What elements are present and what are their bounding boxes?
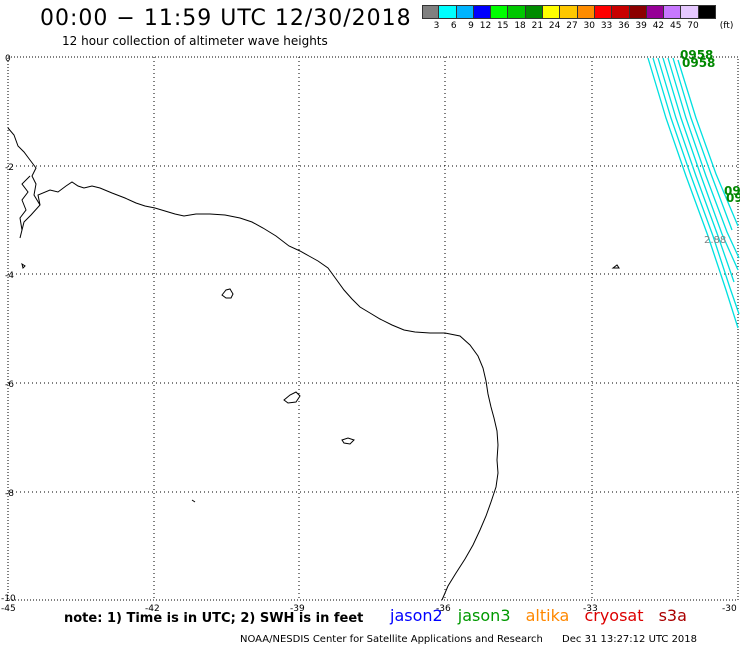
track-line	[662, 57, 739, 271]
colorbar-label: 39	[635, 21, 647, 31]
satellite-legend: jason2 jason3 altika cryosat s3a	[390, 606, 697, 625]
colorbar-swatch	[439, 5, 457, 19]
track-time-label: 0958	[682, 56, 715, 70]
track-line	[667, 57, 740, 259]
colorbar-swatch	[560, 5, 578, 19]
swh-value-label: 2.88	[704, 235, 726, 246]
lon-tick-label: -45	[1, 604, 16, 614]
lon-tick-label: -36	[436, 604, 451, 614]
colorbar-label: 15	[497, 21, 509, 31]
map-title: 00:00 − 11:59 UTC 12/30/2018	[40, 6, 412, 31]
colorbar-label: 21	[531, 21, 544, 31]
track-time-label: 09	[726, 191, 740, 205]
colorbar-label: 12	[479, 21, 492, 31]
colorbar-swatch	[681, 5, 699, 19]
colorbar-swatch	[543, 5, 561, 19]
map-frame	[7, 56, 739, 601]
colorbar-label: 33	[600, 21, 613, 31]
colorbar-swatch	[646, 5, 665, 19]
colorbar-swatches	[422, 5, 733, 19]
footer-credit: NOAA/NESDIS Center for Satellite Applica…	[240, 634, 543, 645]
lat-tick-label: -6	[5, 380, 14, 390]
wave-height-colorbar: 3 6 9 12 15 18 21 24 27 30 33 36 39 42 45 70 (ft)	[422, 5, 733, 31]
colorbar-swatch	[508, 5, 526, 19]
island	[283, 391, 301, 404]
colorbar-label: 18	[514, 21, 526, 31]
lon-tick-label: -33	[583, 604, 598, 614]
colorbar-swatch	[698, 5, 717, 19]
track-line	[672, 57, 733, 231]
footer: NOAA/NESDIS Center for Satellite Applica…	[240, 634, 697, 645]
satellite-altika: altika	[525, 606, 570, 625]
track-time-label: 0958	[680, 48, 713, 62]
colorbar-label: 24	[548, 21, 561, 31]
coastline-bay	[7, 127, 41, 231]
colorbar-swatch	[594, 5, 613, 19]
island	[221, 288, 234, 299]
lon-tick-label: -39	[290, 604, 305, 614]
colorbar-label: 27	[566, 21, 578, 31]
colorbar-swatch	[473, 5, 492, 19]
lat-tick-label: -4	[5, 271, 14, 281]
colorbar-label: 6	[450, 21, 457, 31]
lon-tick-label: -30	[722, 604, 737, 614]
lat-tick-label: -10	[1, 594, 16, 604]
track-line	[647, 57, 739, 329]
lat-tick-label: -2	[5, 163, 14, 173]
island	[191, 499, 196, 503]
track-time-label: 09	[724, 184, 740, 198]
lat-tick-label: 0	[5, 54, 11, 64]
colorbar-labels: 3 6 9 12 15 18 21 24 27 30 33 36 39 42 45 70 (ft)	[422, 21, 734, 31]
colorbar-swatch	[577, 5, 595, 19]
island	[341, 437, 355, 445]
colorbar-swatch	[491, 5, 509, 19]
island	[21, 262, 26, 269]
map-gridlines	[8, 57, 738, 600]
colorbar-label: 9	[468, 21, 474, 31]
colorbar-swatch	[629, 5, 647, 19]
island	[611, 264, 620, 269]
colorbar-swatch	[525, 5, 544, 19]
lon-tick-label: -42	[145, 604, 160, 614]
satellite-jason2: jason2	[390, 606, 443, 625]
satellite-cryosat: cryosat	[584, 606, 644, 625]
colorbar-swatch	[612, 5, 630, 19]
colorbar-swatch	[664, 5, 682, 19]
lat-tick-label: -8	[5, 489, 14, 499]
note-text: note: 1) Time is in UTC; 2) SWH is in fe…	[64, 611, 364, 626]
colorbar-unit-label: (ft)	[719, 21, 734, 31]
map-subtitle: 12 hour collection of altimeter wave hei…	[62, 34, 328, 48]
colorbar-label: 36	[618, 21, 630, 31]
colorbar-label: 3	[433, 21, 440, 31]
colorbar-label: 70	[687, 21, 699, 31]
colorbar-label: 30	[583, 21, 595, 31]
satellite-s3a: s3a	[658, 606, 687, 625]
track-line	[652, 57, 740, 315]
footer-timestamp: Dec 31 13:27:12 UTC 2018	[562, 634, 698, 645]
altimeter-track	[647, 57, 740, 329]
track-line	[657, 57, 735, 283]
colorbar-swatch	[456, 5, 474, 19]
coastline	[19, 181, 499, 601]
colorbar-swatch	[422, 5, 440, 19]
colorbar-label: 42	[652, 21, 665, 31]
satellite-jason3: jason3	[457, 606, 511, 625]
colorbar-label: 45	[670, 21, 682, 31]
track-line	[677, 59, 739, 227]
